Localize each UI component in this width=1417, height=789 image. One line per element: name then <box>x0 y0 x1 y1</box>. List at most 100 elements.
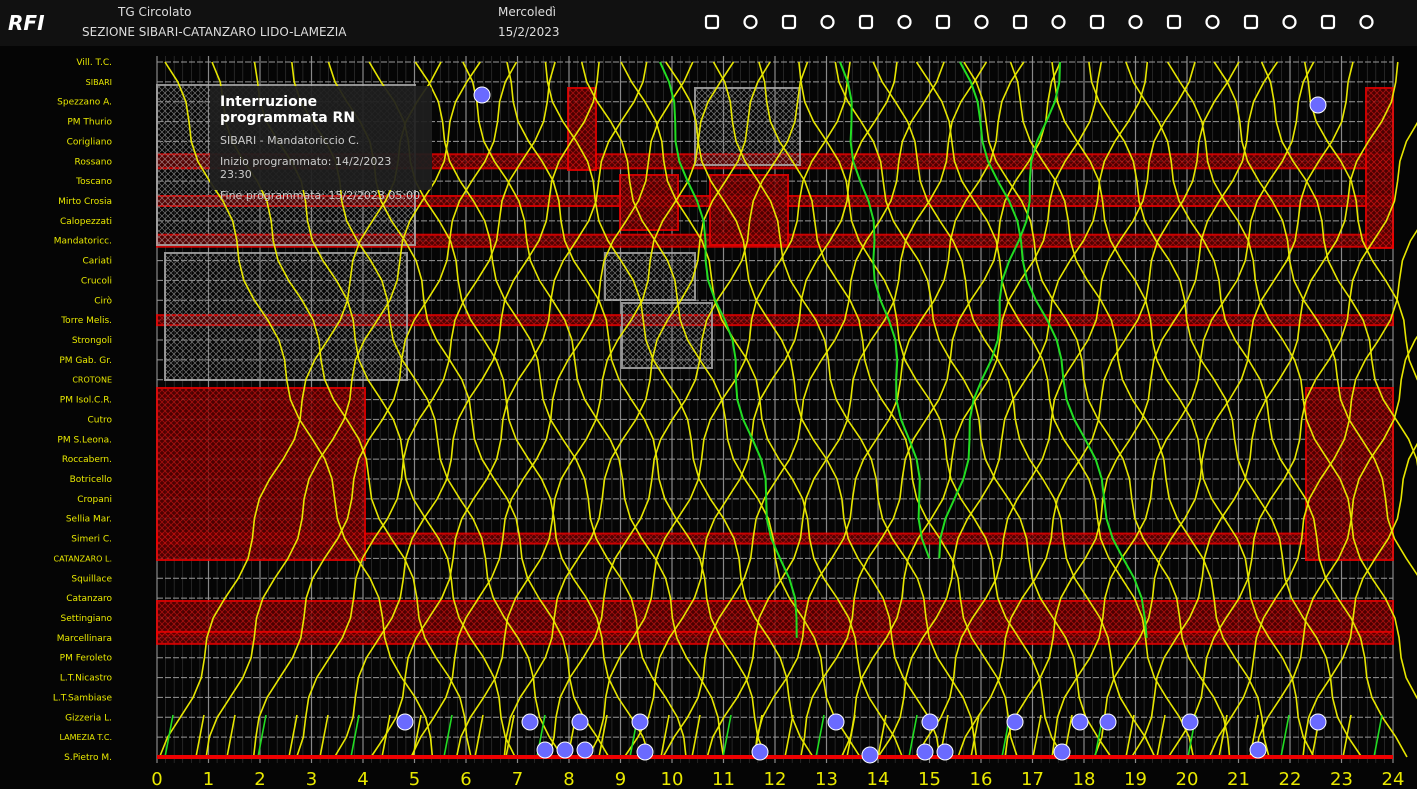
train-down <box>1125 61 1408 758</box>
train-up <box>877 61 1149 758</box>
hour-label: 14 <box>867 769 890 789</box>
hour-label: 18 <box>1073 769 1096 789</box>
train-down <box>580 61 861 758</box>
train-up <box>410 61 694 758</box>
event-marker <box>1053 743 1071 761</box>
train-down <box>1260 61 1417 467</box>
event-marker <box>396 713 414 731</box>
toolbar-button[interactable] <box>858 14 874 30</box>
train-short <box>598 714 608 758</box>
train-down <box>798 61 1065 758</box>
tooltip-stretch: SIBARI - Mandatoriccio C. <box>220 134 360 147</box>
train-down <box>872 61 1156 758</box>
toolbar-icon <box>1089 14 1105 30</box>
station-label: Marcellinara <box>57 634 112 644</box>
train-down <box>963 61 1231 758</box>
hour-label: 23 <box>1330 769 1353 789</box>
toolbar-icon <box>1320 14 1336 30</box>
hour-label: 17 <box>1021 769 1044 789</box>
train-down <box>1166 61 1417 700</box>
train-down <box>462 61 725 758</box>
toolbar-button[interactable] <box>704 14 720 30</box>
station-label: PM Thurio <box>67 118 112 128</box>
tooltip-title: Interruzione programmata RN <box>220 94 356 126</box>
toolbar-button[interactable] <box>1243 14 1259 30</box>
train-up <box>587 61 851 758</box>
toolbar-button[interactable] <box>820 14 835 30</box>
train-down <box>620 61 904 758</box>
toolbar-button[interactable] <box>897 14 912 30</box>
toolbar-button[interactable] <box>1128 14 1143 30</box>
station-label: PM Feroleto <box>60 654 113 664</box>
train-up <box>840 61 1103 758</box>
tooltip-end: Fine programmata: 15/2/2023 05:00 <box>220 189 421 202</box>
event-marker <box>631 713 649 731</box>
station-label: Catanzaro <box>66 594 112 604</box>
section-name: SEZIONE SIBARI-CATANZARO LIDO-LAMEZIA <box>82 25 347 39</box>
train-up <box>1051 61 1315 758</box>
station-label: Settingiano <box>61 614 113 624</box>
toolbar-button[interactable] <box>743 14 758 30</box>
train-freight <box>938 61 1061 559</box>
train-short <box>474 714 484 758</box>
event-marker <box>1099 713 1117 731</box>
event-marker <box>571 713 589 731</box>
toolbar-button[interactable] <box>974 14 989 30</box>
station-label: Mirto Crosia <box>58 197 112 207</box>
train-up <box>1131 61 1399 758</box>
train-down <box>1213 61 1417 576</box>
train-freight <box>839 61 931 559</box>
red-block <box>567 87 597 171</box>
station-label: PM S.Leona. <box>57 435 112 445</box>
red-band <box>156 314 1394 327</box>
toolbar-button[interactable] <box>781 14 797 30</box>
train-up <box>957 61 1240 758</box>
toolbar-button[interactable] <box>1051 14 1066 30</box>
toolbar-button[interactable] <box>1089 14 1105 30</box>
hour-label: 6 <box>460 769 471 789</box>
train-up <box>295 61 556 758</box>
event-marker <box>751 743 769 761</box>
train-short <box>226 714 236 758</box>
train-freight <box>659 61 798 638</box>
train-short <box>195 714 205 758</box>
station-label: CATANZARO L. <box>53 554 112 563</box>
station-label: Toscano <box>75 177 112 187</box>
hour-label: 16 <box>970 769 993 789</box>
hour-label: 22 <box>1279 769 1302 789</box>
event-marker <box>1071 713 1089 731</box>
toolbar-button[interactable] <box>1205 14 1220 30</box>
train-short <box>784 714 794 758</box>
station-label: Torre Melis. <box>60 316 112 326</box>
train-up <box>914 61 1196 758</box>
train-short <box>970 714 980 758</box>
toolbar-button[interactable] <box>1359 14 1374 30</box>
train-up <box>252 61 518 758</box>
view-name: TG Circolato <box>118 5 192 19</box>
toolbar-icon <box>897 14 912 30</box>
train-down <box>915 61 1195 758</box>
toolbar-button[interactable] <box>1282 14 1297 30</box>
toolbar-button[interactable] <box>935 14 951 30</box>
toolbar-icon <box>1359 14 1374 30</box>
train-up <box>754 61 1025 758</box>
event-marker <box>473 86 491 104</box>
event-marker <box>1309 713 1327 731</box>
train-short <box>443 714 453 758</box>
hour-label: 7 <box>512 769 523 789</box>
toolbar-button[interactable] <box>1012 14 1028 30</box>
train-short <box>1125 714 1135 758</box>
train-short <box>505 714 515 758</box>
red-band <box>156 630 1394 645</box>
toolbar-icon <box>974 14 989 30</box>
station-label: PM Isol.C.R. <box>60 396 112 406</box>
train-up <box>333 61 600 758</box>
toolbar-button[interactable] <box>1166 14 1182 30</box>
grey-block <box>164 252 408 381</box>
toolbar-button[interactable] <box>1320 14 1336 30</box>
toolbar-icon <box>1166 14 1182 30</box>
station-label: Squillace <box>71 574 112 584</box>
station-label: PM Gab. Gr. <box>59 356 112 366</box>
toolbar-icon <box>704 14 720 30</box>
